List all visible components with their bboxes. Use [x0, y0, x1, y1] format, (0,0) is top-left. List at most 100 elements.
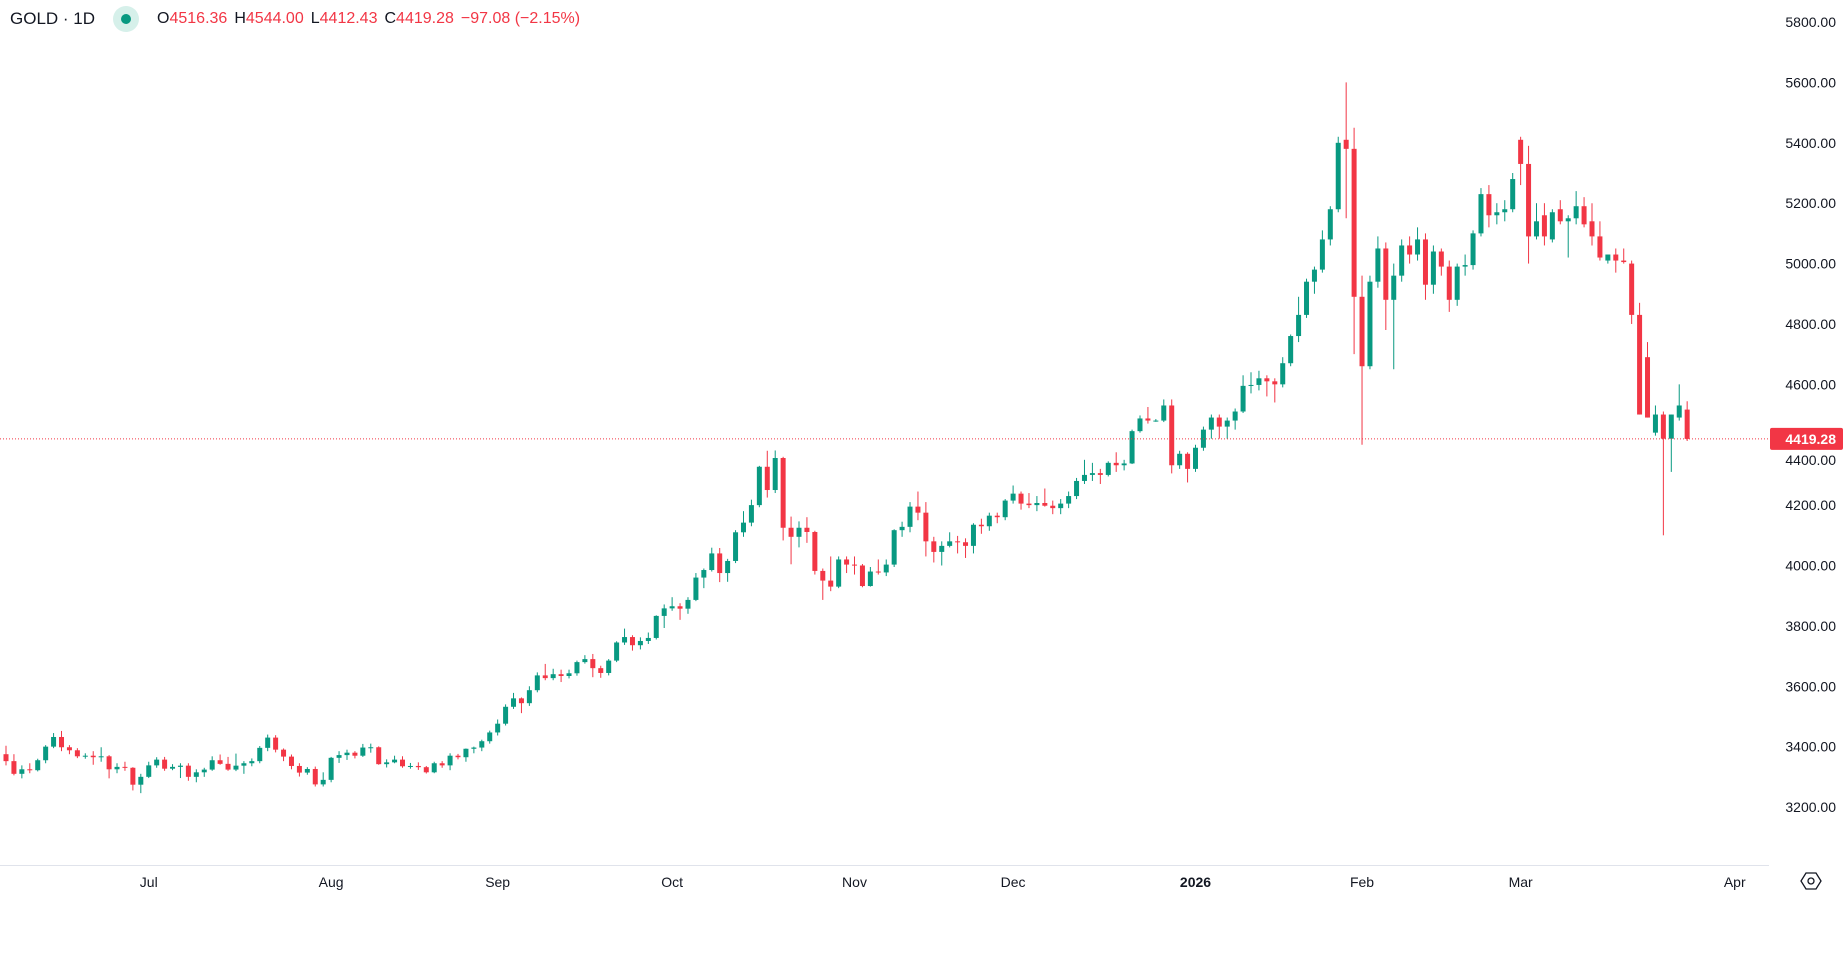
candle[interactable]: [1430, 251, 1436, 285]
candle[interactable]: [717, 553, 723, 574]
candle[interactable]: [907, 506, 913, 527]
candle[interactable]: [891, 530, 897, 565]
candle[interactable]: [669, 606, 675, 609]
candle[interactable]: [43, 746, 49, 761]
candle[interactable]: [1121, 463, 1127, 466]
candle[interactable]: [162, 759, 168, 769]
candle[interactable]: [1042, 502, 1048, 506]
candle[interactable]: [415, 765, 421, 768]
candle[interactable]: [1462, 265, 1468, 267]
candle[interactable]: [955, 541, 961, 543]
candle[interactable]: [1399, 245, 1405, 276]
candle[interactable]: [376, 747, 382, 765]
candle[interactable]: [1621, 260, 1627, 263]
candle[interactable]: [463, 748, 469, 758]
candle[interactable]: [1311, 269, 1317, 282]
candle[interactable]: [114, 766, 120, 770]
candle[interactable]: [1573, 206, 1579, 219]
candle[interactable]: [1668, 414, 1674, 439]
candle[interactable]: [66, 747, 72, 751]
candle[interactable]: [1557, 209, 1563, 222]
candle[interactable]: [542, 675, 548, 679]
candle[interactable]: [796, 527, 802, 537]
candle[interactable]: [1518, 139, 1524, 164]
candle[interactable]: [1605, 254, 1611, 261]
candle[interactable]: [193, 772, 199, 777]
candle[interactable]: [598, 668, 604, 673]
candle[interactable]: [1470, 233, 1476, 266]
candle[interactable]: [606, 660, 612, 673]
candle[interactable]: [3, 754, 9, 762]
candle[interactable]: [1676, 405, 1682, 418]
candle[interactable]: [1050, 505, 1056, 509]
candle[interactable]: [756, 466, 762, 506]
candle[interactable]: [487, 732, 493, 742]
candle[interactable]: [257, 747, 263, 762]
candle[interactable]: [328, 757, 334, 780]
candle[interactable]: [1074, 480, 1080, 497]
candle[interactable]: [725, 560, 731, 574]
candle[interactable]: [170, 766, 176, 769]
candle[interactable]: [90, 755, 96, 758]
candle[interactable]: [1169, 405, 1175, 466]
candle[interactable]: [288, 756, 294, 766]
candle[interactable]: [740, 522, 746, 533]
candle[interactable]: [1288, 336, 1294, 364]
candle[interactable]: [915, 506, 921, 513]
candle[interactable]: [994, 515, 1000, 518]
candle[interactable]: [550, 674, 556, 679]
candle[interactable]: [883, 564, 889, 573]
candle[interactable]: [629, 637, 635, 646]
candle[interactable]: [400, 759, 405, 767]
candle[interactable]: [1296, 314, 1302, 337]
candle[interactable]: [1391, 275, 1397, 300]
candle[interactable]: [748, 505, 754, 523]
candle[interactable]: [1660, 414, 1666, 439]
candle[interactable]: [1058, 503, 1064, 509]
candle[interactable]: [1224, 420, 1230, 427]
candle[interactable]: [360, 747, 366, 756]
candle[interactable]: [1367, 281, 1373, 367]
candle[interactable]: [899, 526, 905, 531]
candle[interactable]: [495, 723, 501, 733]
candle[interactable]: [1446, 266, 1452, 300]
candle[interactable]: [1343, 139, 1349, 149]
candle[interactable]: [1081, 474, 1087, 481]
candle[interactable]: [558, 674, 564, 676]
candle[interactable]: [312, 768, 318, 785]
candle[interactable]: [201, 769, 207, 773]
candle[interactable]: [788, 527, 794, 537]
candle[interactable]: [733, 532, 739, 561]
candle[interactable]: [1097, 473, 1103, 475]
candle[interactable]: [1280, 363, 1286, 385]
candle[interactable]: [1502, 209, 1508, 213]
candle[interactable]: [423, 767, 429, 773]
candle[interactable]: [1256, 378, 1262, 385]
candle[interactable]: [526, 690, 532, 704]
candle[interactable]: [471, 747, 477, 749]
candle[interactable]: [1304, 281, 1310, 315]
candle[interactable]: [122, 766, 128, 768]
candle[interactable]: [772, 458, 778, 491]
candle[interactable]: [146, 765, 152, 777]
candle[interactable]: [225, 763, 231, 770]
candle[interactable]: [931, 541, 937, 552]
candle[interactable]: [241, 763, 247, 766]
candle[interactable]: [780, 458, 786, 528]
candle[interactable]: [1129, 431, 1135, 464]
candle[interactable]: [867, 571, 873, 587]
candle[interactable]: [947, 541, 953, 546]
candle[interactable]: [1565, 218, 1571, 222]
candle[interactable]: [352, 752, 358, 756]
candle[interactable]: [1351, 148, 1357, 297]
candle[interactable]: [344, 752, 350, 756]
candle[interactable]: [265, 737, 271, 748]
candle[interactable]: [439, 763, 445, 766]
candle[interactable]: [614, 642, 620, 661]
candle[interactable]: [1629, 263, 1635, 315]
candle[interactable]: [511, 698, 517, 707]
candle[interactable]: [645, 637, 651, 641]
candle[interactable]: [685, 599, 691, 609]
candle[interactable]: [1359, 296, 1365, 367]
